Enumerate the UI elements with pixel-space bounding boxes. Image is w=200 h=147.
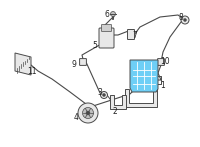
Text: 7: 7 [133,30,137,40]
FancyBboxPatch shape [102,25,112,31]
Text: 1: 1 [161,81,165,90]
FancyBboxPatch shape [158,59,164,65]
FancyBboxPatch shape [80,59,86,65]
Polygon shape [125,89,157,107]
Circle shape [83,107,94,118]
Polygon shape [15,53,31,75]
Circle shape [181,16,189,24]
Text: 10: 10 [160,56,170,66]
Circle shape [78,103,98,123]
Text: 5: 5 [93,41,97,50]
Text: 4: 4 [74,112,78,122]
Polygon shape [130,60,158,92]
FancyBboxPatch shape [128,30,134,40]
Circle shape [184,19,186,21]
Text: 6: 6 [105,10,109,19]
Text: 8: 8 [179,12,183,21]
Polygon shape [110,95,126,109]
Circle shape [103,93,106,96]
Circle shape [101,91,108,98]
Circle shape [86,111,90,115]
Circle shape [111,11,116,16]
FancyBboxPatch shape [99,28,114,48]
Text: 2: 2 [113,106,117,116]
Text: 9: 9 [72,60,76,69]
Text: 3: 3 [98,87,102,96]
Text: 11: 11 [27,66,37,76]
